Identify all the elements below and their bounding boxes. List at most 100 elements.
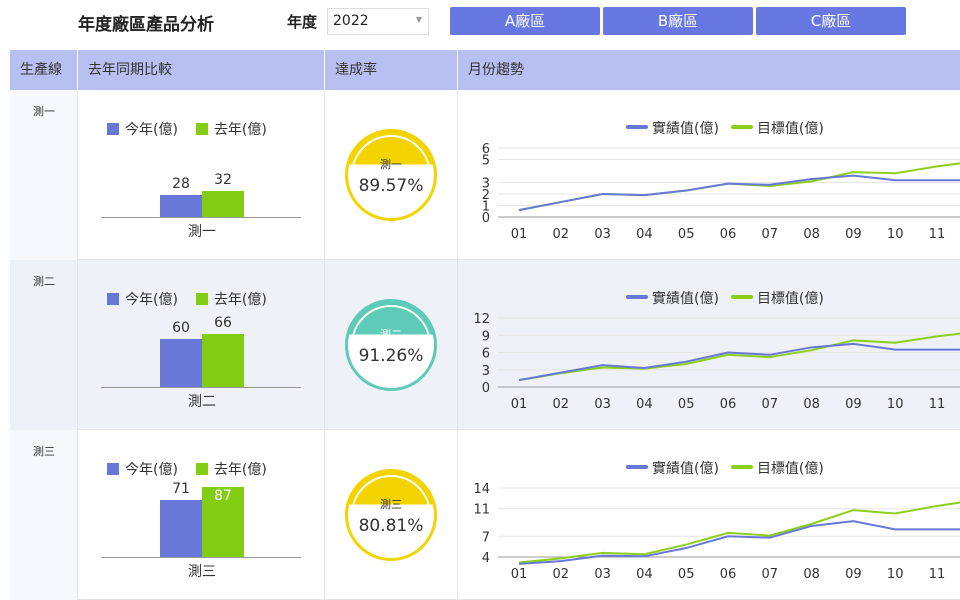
achievement-gauge: 測三 80.81%	[345, 469, 437, 561]
y-tick-label: 2	[482, 188, 490, 203]
year-select-value: 2022	[333, 13, 369, 29]
year-select[interactable]: 2022 ▼	[327, 8, 429, 35]
y-tick-label: 6	[482, 347, 490, 362]
compare-legend: 今年(億) 去年(億)	[107, 289, 267, 309]
series-line-actual	[518, 174, 960, 212]
chevron-down-icon: ▼	[415, 15, 422, 24]
legend-swatch-last-year	[195, 463, 208, 475]
legend-target: 目標值(億)	[756, 121, 824, 137]
trend-cell: 實績值(億) 目標值(億) 0 3 6 9 12 01 02 03 04 05 06 07 08 09 10 11	[458, 260, 960, 430]
column-header-rate: 達成率	[325, 50, 458, 90]
x-tick-label: 06	[720, 567, 737, 582]
y-tick-label: 0	[482, 211, 490, 226]
bar-last-year	[202, 334, 244, 387]
x-tick-label: 10	[887, 567, 904, 582]
bar-this-year	[160, 339, 202, 387]
legend-last-year: 去年(億)	[213, 122, 267, 138]
bar-this-year	[160, 195, 202, 217]
x-tick-label: 09	[845, 397, 862, 412]
x-tick-label: 11	[929, 227, 946, 242]
legend-last-year: 去年(億)	[213, 292, 267, 308]
bar-label-last-year: 66	[214, 315, 232, 331]
top-bar: 年度廠區產品分析 年度 2022 ▼ A廠區 B廠區 C廠區	[0, 0, 960, 46]
legend-swatch-actual	[626, 295, 648, 299]
plant-c-button[interactable]: C廠區	[756, 7, 906, 35]
achievement-gauge: 測一 89.57%	[345, 129, 437, 221]
x-tick-label: 08	[803, 227, 820, 242]
gauge-ring	[351, 135, 431, 215]
table-row: 測二 今年(億) 去年(億) 60 66 測二 測二 91.26% 實績值(億) 目標值(億) 0 3…	[10, 260, 960, 430]
line-name-cell: 測三	[10, 430, 78, 600]
x-tick-label: 01	[511, 227, 528, 242]
compare-cell: 今年(億) 去年(億) 71 87 測三	[78, 430, 325, 600]
legend-swatch-target	[730, 295, 753, 299]
x-tick-label: 06	[720, 397, 737, 412]
legend-target: 目標值(億)	[756, 461, 824, 477]
x-tick-label: 03	[594, 567, 611, 582]
gauge-label: 測一	[380, 158, 402, 171]
bar-baseline	[101, 387, 301, 388]
legend-target: 目標值(億)	[756, 291, 824, 307]
legend-swatch-last-year	[195, 293, 208, 305]
x-tick-label: 01	[511, 397, 528, 412]
x-tick-label: 04	[636, 397, 653, 412]
x-tick-label: 10	[887, 397, 904, 412]
x-tick-label: 04	[636, 227, 653, 242]
legend-swatch-this-year	[107, 293, 119, 305]
bar-baseline	[101, 217, 301, 218]
trend-cell: 實績值(億) 目標值(億) 0 1 2 3 5 6 01 02 03 04 05 06 07 08 09 10 11	[458, 90, 960, 260]
x-tick-label: 01	[511, 567, 528, 582]
bar-label-this-year: 71	[172, 481, 190, 497]
trend-legend: 實績值(億) 目標值(億)	[626, 458, 824, 478]
rate-cell: 測三 80.81%	[325, 430, 458, 600]
legend-swatch-this-year	[107, 463, 119, 475]
bar-label-this-year: 60	[172, 320, 190, 336]
legend-this-year: 今年(億)	[125, 462, 178, 478]
bar-last-year	[202, 191, 244, 217]
bar-category-label: 測三	[188, 564, 216, 580]
table-row: 測一 今年(億) 去年(億) 28 32 測一 測一 89.57% 實績值(億) 目標值(億) 0 1…	[10, 90, 960, 260]
table-header: 生產線 去年同期比較 達成率 月份趨勢	[10, 50, 960, 90]
line-name-cell: 測一	[10, 90, 78, 260]
legend-last-year: 去年(億)	[213, 462, 267, 478]
plant-a-button[interactable]: A廠區	[450, 7, 600, 35]
y-tick-label: 11	[473, 503, 490, 518]
y-tick-label: 0	[482, 381, 490, 396]
series-line-actual	[518, 342, 960, 382]
legend-swatch-actual	[626, 125, 648, 129]
y-tick-label: 1	[482, 200, 490, 215]
y-tick-label: 4	[482, 551, 490, 566]
x-tick-label: 10	[887, 227, 904, 242]
y-tick-label: 14	[473, 482, 490, 497]
bar-label-this-year: 28	[172, 176, 190, 192]
y-tick-label: 6	[482, 142, 490, 157]
x-tick-label: 02	[553, 397, 570, 412]
legend-swatch-last-year	[195, 123, 208, 135]
y-tick-label: 3	[482, 364, 490, 379]
bar-this-year	[160, 500, 202, 557]
plant-b-button[interactable]: B廠區	[603, 7, 753, 35]
bar-label-last-year: 32	[214, 172, 232, 188]
x-tick-label: 09	[845, 567, 862, 582]
compare-legend: 今年(億) 去年(億)	[107, 459, 267, 479]
compare-cell: 今年(億) 去年(億) 60 66 測二	[78, 260, 325, 430]
x-tick-label: 08	[803, 567, 820, 582]
x-tick-label: 11	[929, 397, 946, 412]
series-line-target	[518, 501, 960, 564]
trend-legend: 實績值(億) 目標值(億)	[626, 118, 824, 138]
x-tick-label: 07	[762, 397, 779, 412]
x-tick-label: 02	[553, 567, 570, 582]
y-tick-label: 9	[482, 329, 490, 344]
year-label: 年度	[287, 13, 318, 31]
legend-swatch-actual	[626, 465, 648, 469]
bar-category-label: 測一	[188, 224, 216, 240]
legend-swatch-this-year	[107, 123, 119, 135]
gauge-label: 測三	[380, 498, 402, 511]
y-tick-label: 7	[482, 530, 490, 545]
legend-swatch-target	[730, 465, 753, 469]
legend-swatch-target	[730, 125, 753, 129]
y-tick-label: 3	[482, 177, 490, 192]
bar-category-label: 測二	[188, 394, 216, 410]
compare-legend: 今年(億) 去年(億)	[107, 119, 267, 139]
